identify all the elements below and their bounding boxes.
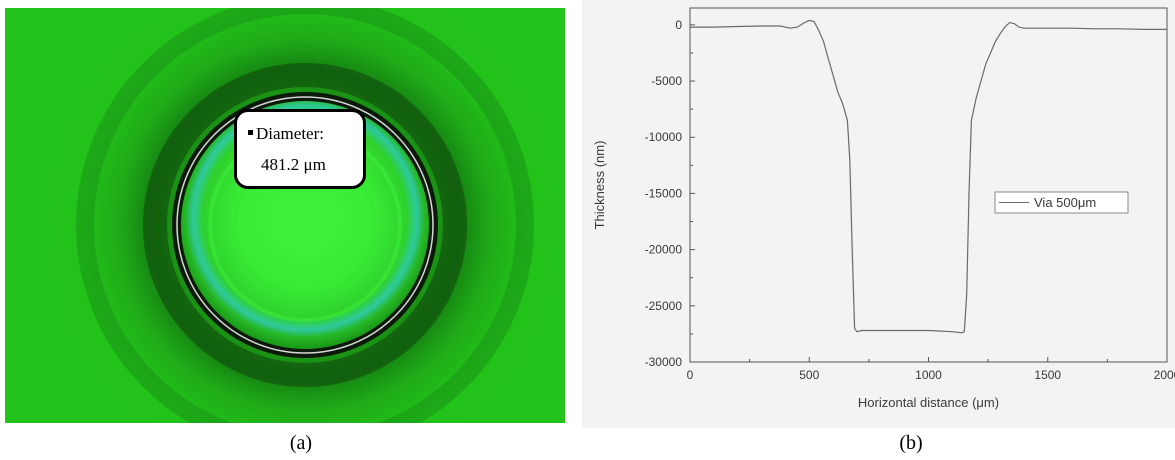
legend: Via 500μm xyxy=(994,191,1129,214)
callout-value: 481.2 μm xyxy=(261,155,326,174)
y-tick-label: -20000 xyxy=(645,243,683,257)
thickness-profile-chart: 0 500 1000 1500 2000 0 -5000 -10000 -15000 -20000… xyxy=(582,0,1175,428)
y-axis-label: Thickness (nm) xyxy=(592,141,607,230)
legend-entry-via-500um: Via 500μm xyxy=(1034,195,1096,210)
shadow-ring xyxy=(143,63,467,387)
series-line-via-500um xyxy=(690,19,1167,334)
plot-frame xyxy=(689,7,1168,363)
chart-canvas: 0 500 1000 1500 2000 0 -5000 -10000 -15000 -20000… xyxy=(592,7,1175,410)
y-tick-label: -15000 xyxy=(645,186,683,200)
y-tick-label: -10000 xyxy=(645,130,683,144)
caption-a: (a) xyxy=(289,432,313,454)
y-tick-label: -25000 xyxy=(645,299,683,313)
x-axis-label: Horizontal distance (μm) xyxy=(858,395,999,410)
y-tick-label: -5000 xyxy=(651,74,682,88)
outer-halo-ring xyxy=(76,8,534,423)
x-tick-label: 0 xyxy=(687,368,694,382)
inner-center xyxy=(265,178,345,258)
callout-marker-icon xyxy=(248,130,253,135)
via-hole-image xyxy=(5,8,565,423)
diameter-callout: Diameter: 481.2 μm xyxy=(234,109,366,189)
microscope-image: Diameter: 481.2 μm xyxy=(5,8,565,423)
x-tick-label: 2000 xyxy=(1154,368,1175,382)
x-tick-label: 1000 xyxy=(915,368,942,382)
x-tick-label: 500 xyxy=(799,368,819,382)
y-tick-label: 0 xyxy=(675,18,682,32)
diameter-measurement-circle xyxy=(176,96,434,354)
y-tick-label: -30000 xyxy=(645,355,683,369)
x-tick-label: 1500 xyxy=(1034,368,1061,382)
legend-box xyxy=(994,191,1129,214)
callout-label: Diameter: xyxy=(256,124,324,143)
caption-b: (b) xyxy=(899,432,923,454)
